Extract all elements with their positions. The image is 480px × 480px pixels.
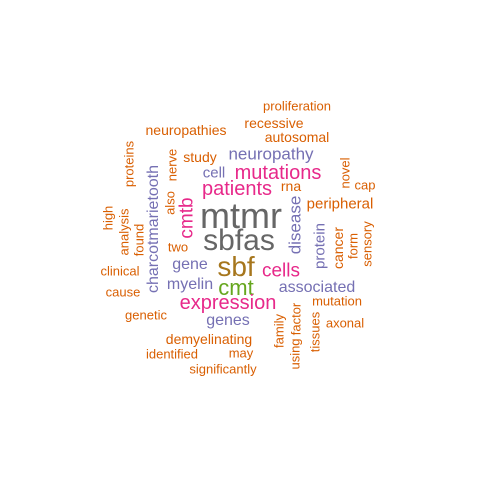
word-cmtb: cmtb bbox=[176, 197, 198, 239]
word-two: two bbox=[167, 239, 189, 255]
word-proteins: proteins bbox=[121, 140, 137, 188]
word-demyelinating: demyelinating bbox=[165, 331, 253, 347]
word-autosomal: autosomal bbox=[264, 129, 330, 145]
word-sbf: sbf bbox=[217, 251, 255, 282]
word-family: family bbox=[271, 314, 287, 348]
word-study: study bbox=[183, 149, 217, 165]
word-cmt: cmt bbox=[218, 275, 254, 300]
word-expression: expression bbox=[179, 292, 277, 314]
word-tissues: tissues bbox=[307, 311, 323, 353]
word-also: also bbox=[162, 191, 178, 215]
word-patients: patients bbox=[201, 178, 273, 200]
word-may: may bbox=[228, 345, 254, 361]
word-cause: cause bbox=[105, 284, 141, 300]
word-form: form bbox=[345, 233, 361, 259]
word-cancer: cancer bbox=[330, 226, 346, 270]
word-mutation: mutation bbox=[312, 293, 362, 309]
word-proliferation: proliferation bbox=[263, 98, 331, 114]
word-clinical: clinical bbox=[100, 263, 140, 279]
word-myelin: myelin bbox=[166, 276, 214, 293]
word-rna: rna bbox=[280, 178, 302, 194]
word-mutations: mutations bbox=[234, 162, 322, 184]
word-disease: disease bbox=[285, 195, 305, 255]
word-cell: cell bbox=[202, 164, 226, 182]
word-analysis: analysis bbox=[116, 208, 132, 256]
word-peripheral: peripheral bbox=[306, 195, 374, 213]
word-gene: gene bbox=[172, 256, 208, 273]
word-sensory: sensory bbox=[359, 221, 375, 267]
word-identified: identified bbox=[145, 346, 199, 362]
word-neuropathy: neuropathy bbox=[228, 144, 314, 164]
word-found: found bbox=[131, 223, 147, 257]
word-high: high bbox=[100, 205, 116, 231]
word-mtmr: mtmr bbox=[200, 195, 282, 236]
word-sbfas: sbfas bbox=[203, 224, 275, 257]
word-neuropathies: neuropathies bbox=[145, 122, 227, 138]
word-factor: factor bbox=[288, 302, 304, 336]
word-charcotmarietooth: charcotmarietooth bbox=[145, 164, 162, 294]
word-genetic: genetic bbox=[125, 307, 167, 323]
word-cap: cap bbox=[354, 177, 376, 193]
word-genes: genes bbox=[206, 312, 250, 329]
word-cells: cells bbox=[261, 260, 301, 282]
word-nerve: nerve bbox=[164, 148, 180, 182]
word-recessive: recessive bbox=[244, 115, 304, 131]
word-novel: novel bbox=[337, 157, 353, 189]
word-significantly: significantly bbox=[189, 361, 257, 377]
word-axonal: axonal bbox=[325, 315, 365, 331]
word-protein: protein bbox=[311, 223, 329, 269]
word-associated: associated bbox=[278, 279, 356, 296]
word-using: using bbox=[287, 338, 303, 370]
